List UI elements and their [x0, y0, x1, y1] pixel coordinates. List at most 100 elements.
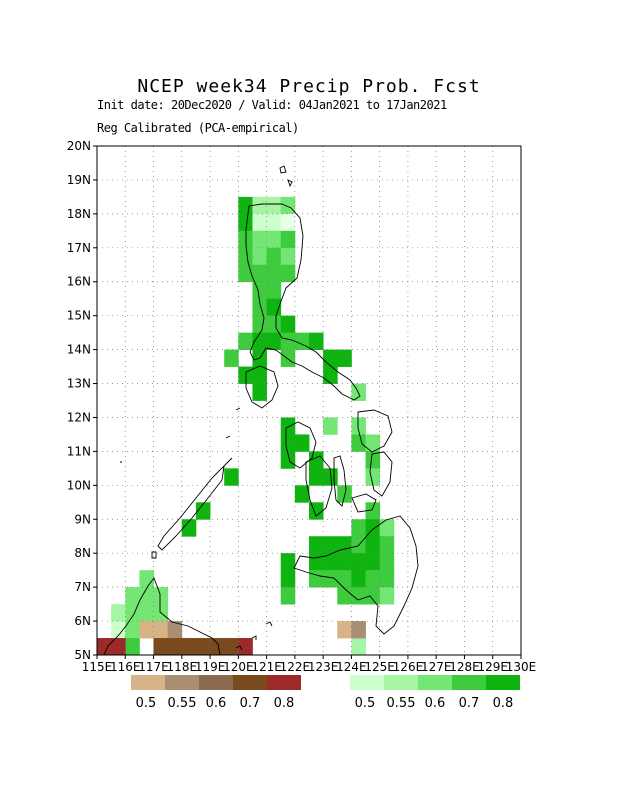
wet-probability-cell [323, 553, 338, 571]
wet-probability-cell [280, 213, 296, 232]
wet-legend-swatch [486, 675, 520, 690]
map-frame [96, 145, 522, 656]
wet-probability-cell [365, 519, 381, 537]
wet-probability-cell [294, 434, 310, 452]
wet-probability-cell [266, 230, 282, 249]
wet-legend-swatch [384, 675, 418, 690]
wet-probability-cell [125, 587, 140, 605]
wet-probability-cell [238, 332, 253, 350]
dry-legend-swatch [199, 675, 233, 690]
west-islands [120, 407, 241, 559]
wet-probability-cell [365, 536, 381, 554]
mindanao-coastline [293, 515, 419, 635]
dry-probability-cell [181, 638, 197, 656]
wet-probability-cell [280, 570, 296, 588]
wet-probability-cell [252, 264, 267, 283]
wet-probability-cell [280, 349, 296, 367]
x-tick-label: 128E [449, 660, 480, 674]
wet-probability-cell [280, 417, 296, 435]
wet-probability-cell [252, 366, 267, 384]
map-title: NCEP week34 Precip Prob. Fcst [137, 76, 481, 97]
y-tick-label: 7N [74, 580, 91, 594]
dry-probability-cell [224, 638, 239, 656]
wet-probability-cell [379, 553, 395, 571]
wet-probability-cell [111, 621, 126, 639]
wet-probability-cell [365, 468, 381, 486]
wet-probability-cell [280, 451, 296, 469]
y-tick-label: 8N [74, 546, 91, 560]
wet-probability-cell [351, 570, 366, 588]
dry-probability-cell [351, 621, 366, 639]
wet-probability-cell [252, 383, 267, 401]
wet-probability-cell [125, 604, 140, 622]
wet-probability-cell [238, 196, 253, 215]
y-tick-label: 18N [67, 207, 91, 221]
wet-probability-cell [309, 553, 324, 571]
x-tick-label: 125E [364, 660, 395, 674]
wet-probability-cell [365, 451, 381, 469]
wet-legend-swatch [452, 675, 486, 690]
panay-coastline [285, 421, 317, 469]
wet-probability-cell [365, 553, 381, 571]
wet-probability-cell [266, 247, 282, 266]
wet-probability-cell [351, 417, 366, 435]
wet-probability-cell [323, 536, 338, 554]
wet-probability-cell [224, 468, 239, 486]
wet-probability-cell [309, 468, 324, 486]
coastlines [103, 165, 419, 656]
wet-probability-cell [365, 587, 381, 605]
x-tick-label: 116E [110, 660, 141, 674]
wet-probability-cell [252, 315, 267, 334]
wet-probability-cell [379, 536, 395, 554]
dry-legend-swatch [267, 675, 301, 690]
wet-probability-cell [337, 553, 352, 571]
wet-probability-cell [280, 587, 296, 605]
wet-probability-cell [153, 587, 169, 605]
wet-probability-cell [379, 587, 395, 605]
wet-probability-cell [252, 213, 267, 232]
wet-probability-cell [280, 332, 296, 350]
y-tick-label: 11N [67, 444, 91, 458]
dry-legend-label: 0.5 [136, 696, 157, 711]
wet-probability-cell [280, 230, 296, 249]
dry-probability-cell [167, 638, 183, 656]
dry-probability-cell [238, 638, 253, 656]
wet-probability-cell [280, 196, 296, 215]
dry-probability-cell [210, 638, 225, 656]
wet-probability-cell [111, 604, 126, 622]
leyte-coastline [369, 451, 393, 497]
wet-probability-cell [252, 196, 267, 215]
wet-probability-cell [280, 434, 296, 452]
wet-probability-cell [294, 485, 310, 503]
wet-legend-label: 0.55 [387, 696, 416, 711]
wet-probability-cell [337, 536, 352, 554]
x-tick-label: 117E [138, 660, 169, 674]
x-tick-label: 122E [280, 660, 311, 674]
x-tick-label: 124E [336, 660, 367, 674]
dry-legend-label: 0.55 [168, 696, 197, 711]
wet-probability-cell [309, 536, 324, 554]
wet-probability-cell [323, 349, 338, 367]
wet-probability-cell [224, 349, 239, 367]
wet-probability-cell [365, 502, 381, 520]
y-tick-label: 6N [74, 614, 91, 628]
wet-probability-cell [252, 332, 267, 350]
wet-legend-label: 0.6 [425, 696, 446, 711]
wet-legend-label: 0.7 [459, 696, 480, 711]
bohol-coastline [351, 493, 377, 513]
wet-probability-cell [379, 519, 395, 537]
luzon-coastline [245, 203, 361, 401]
cebu-coastline [333, 455, 347, 507]
x-tick-label: 126E [393, 660, 424, 674]
wet-probability-cell [266, 264, 282, 283]
wet-legend-swatch [350, 675, 384, 690]
wet-probability-cell [294, 332, 310, 350]
wet-probability-cell [309, 502, 324, 520]
dry-probability-cell [337, 621, 352, 639]
dry-probability-cell [195, 638, 211, 656]
wet-probability-cell [337, 349, 352, 367]
wet-probability-cell [309, 570, 324, 588]
wet-probability-cell [365, 434, 381, 452]
wet-probability-cell [266, 315, 282, 334]
